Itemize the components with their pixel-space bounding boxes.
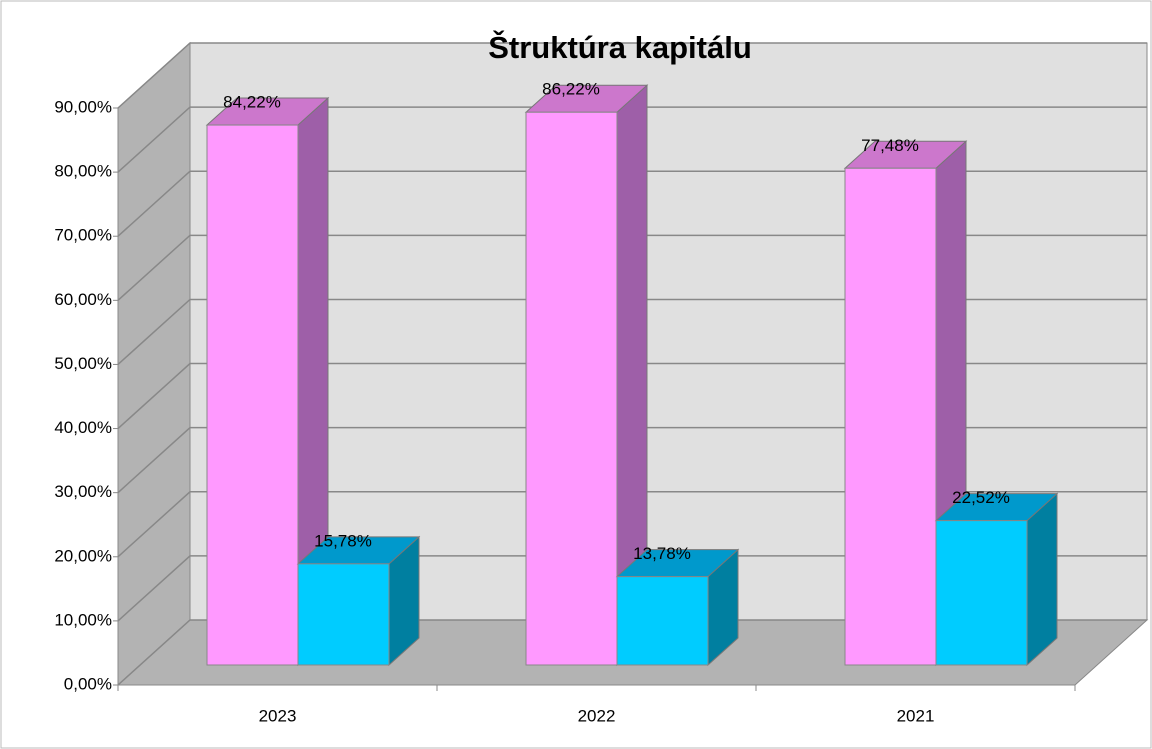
y-tick-label: 50,00% [54, 354, 112, 373]
grid-line [117, 234, 1147, 301]
grid-line [117, 491, 1147, 558]
bar-side [1026, 492, 1058, 667]
data-label: 13,78% [633, 544, 691, 563]
data-label: 77,48% [861, 136, 919, 155]
bar [844, 167, 937, 666]
grid-line [117, 42, 1147, 109]
y-tick-label: 0,00% [64, 674, 112, 693]
grid-line [117, 170, 1147, 237]
x-tick-label: 2022 [578, 706, 616, 725]
data-label: 84,22% [223, 93, 281, 112]
y-tick-label: 10,00% [54, 610, 112, 629]
data-label: 86,22% [542, 80, 600, 99]
grid-line [117, 426, 1147, 494]
y-tick-label: 20,00% [54, 546, 112, 565]
y-tick-label: 70,00% [54, 226, 112, 245]
grid-line [117, 619, 1147, 686]
x-tick-label: 2021 [897, 706, 935, 725]
y-tick-label: 80,00% [54, 162, 112, 181]
grid-line [117, 298, 1147, 366]
chart-title: Štruktúra kapitálu [488, 29, 752, 65]
grid-line [117, 362, 1147, 430]
data-label: 15,78% [314, 531, 372, 550]
data-label: 22,52% [952, 488, 1010, 507]
x-tick-label: 2023 [259, 706, 297, 725]
y-tick-label: 30,00% [54, 482, 112, 501]
y-tick-label: 90,00% [54, 97, 112, 116]
bar [525, 111, 618, 666]
bar [616, 576, 709, 666]
y-tick-label: 40,00% [54, 418, 112, 437]
y-tick-label: 60,00% [54, 290, 112, 309]
grid-line [117, 555, 1147, 622]
bar [935, 520, 1028, 666]
bar [297, 563, 390, 666]
grid-line [117, 106, 1147, 173]
bar [206, 124, 299, 666]
